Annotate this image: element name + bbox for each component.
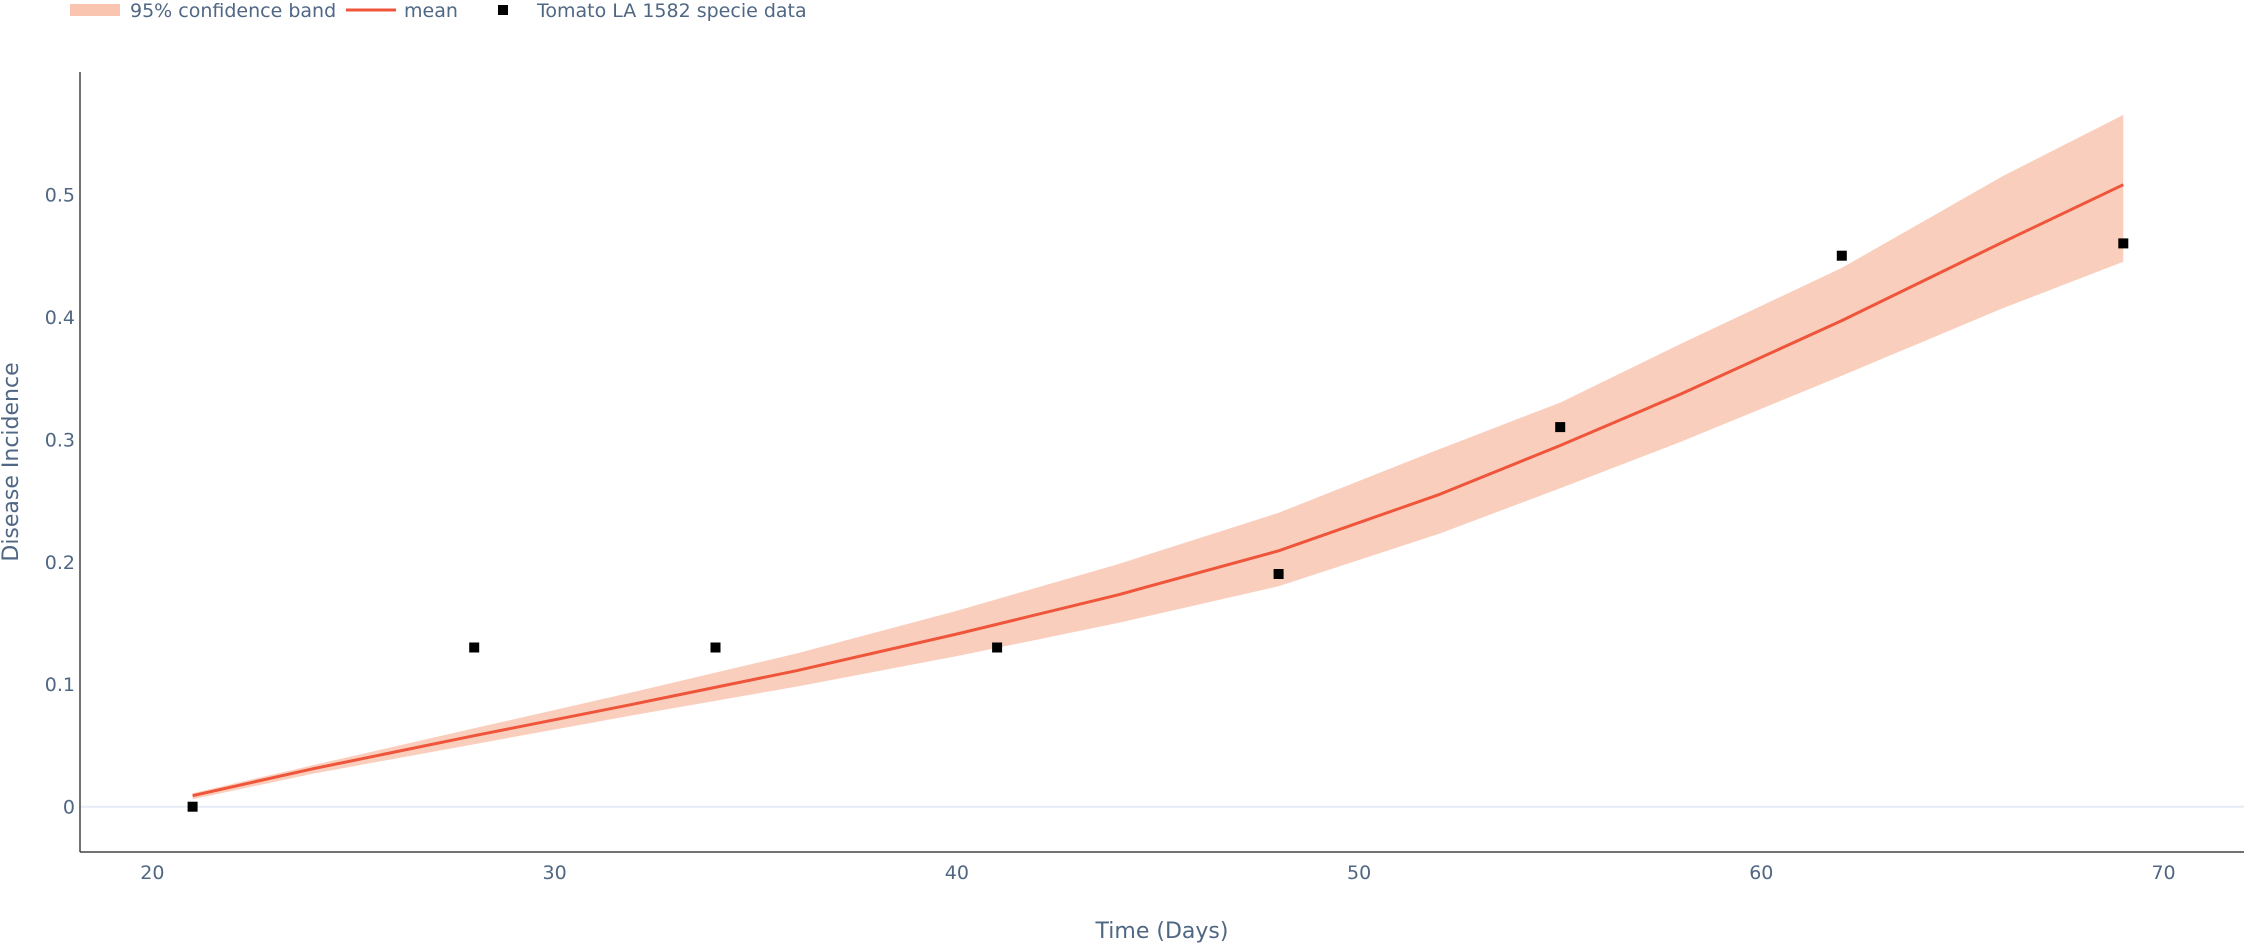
x-tick-label: 30 xyxy=(543,862,567,884)
y-tick-label: 0.2 xyxy=(45,552,75,574)
y-tick-label: 0.1 xyxy=(45,674,75,696)
y-tick-label: 0.5 xyxy=(45,184,75,206)
mean-line xyxy=(192,183,2124,798)
data-point xyxy=(1273,569,1284,579)
y-axis-ticks: 0 0.1 0.2 0.3 0.4 0.5 xyxy=(45,184,75,818)
legend-mean-label: mean xyxy=(404,0,458,22)
x-tick-label: 50 xyxy=(1347,862,1371,884)
legend-band-label: 95% confidence band xyxy=(130,0,336,22)
data-point xyxy=(1836,250,1847,261)
legend-band-swatch xyxy=(70,4,120,16)
y-tick-label: 0.3 xyxy=(45,429,75,451)
data-point xyxy=(992,642,1003,653)
x-tick-label: 70 xyxy=(2151,862,2175,884)
data-point xyxy=(710,642,721,653)
x-tick-label: 20 xyxy=(140,862,164,884)
x-axis-ticks: 20 30 40 50 60 70 xyxy=(140,862,2175,884)
plot-area xyxy=(79,72,2244,853)
legend-data-swatch xyxy=(498,5,508,15)
data-point xyxy=(469,642,480,653)
data-point xyxy=(187,801,198,812)
data-points xyxy=(187,238,2129,812)
x-tick-label: 60 xyxy=(1749,862,1773,884)
legend-data-label: Tomato LA 1582 specie data xyxy=(536,0,807,22)
y-tick-label: 0 xyxy=(63,797,75,819)
x-axis-title: Time (Days) xyxy=(1095,919,1229,944)
data-point xyxy=(2118,238,2129,249)
data-point xyxy=(1555,422,1566,433)
confidence-band xyxy=(192,114,2124,800)
y-axis-title: Disease Incidence xyxy=(0,362,24,561)
x-tick-label: 40 xyxy=(945,862,969,884)
y-tick-label: 0.4 xyxy=(45,307,75,329)
legend: 95% confidence band mean Tomato LA 1582 … xyxy=(70,0,807,22)
